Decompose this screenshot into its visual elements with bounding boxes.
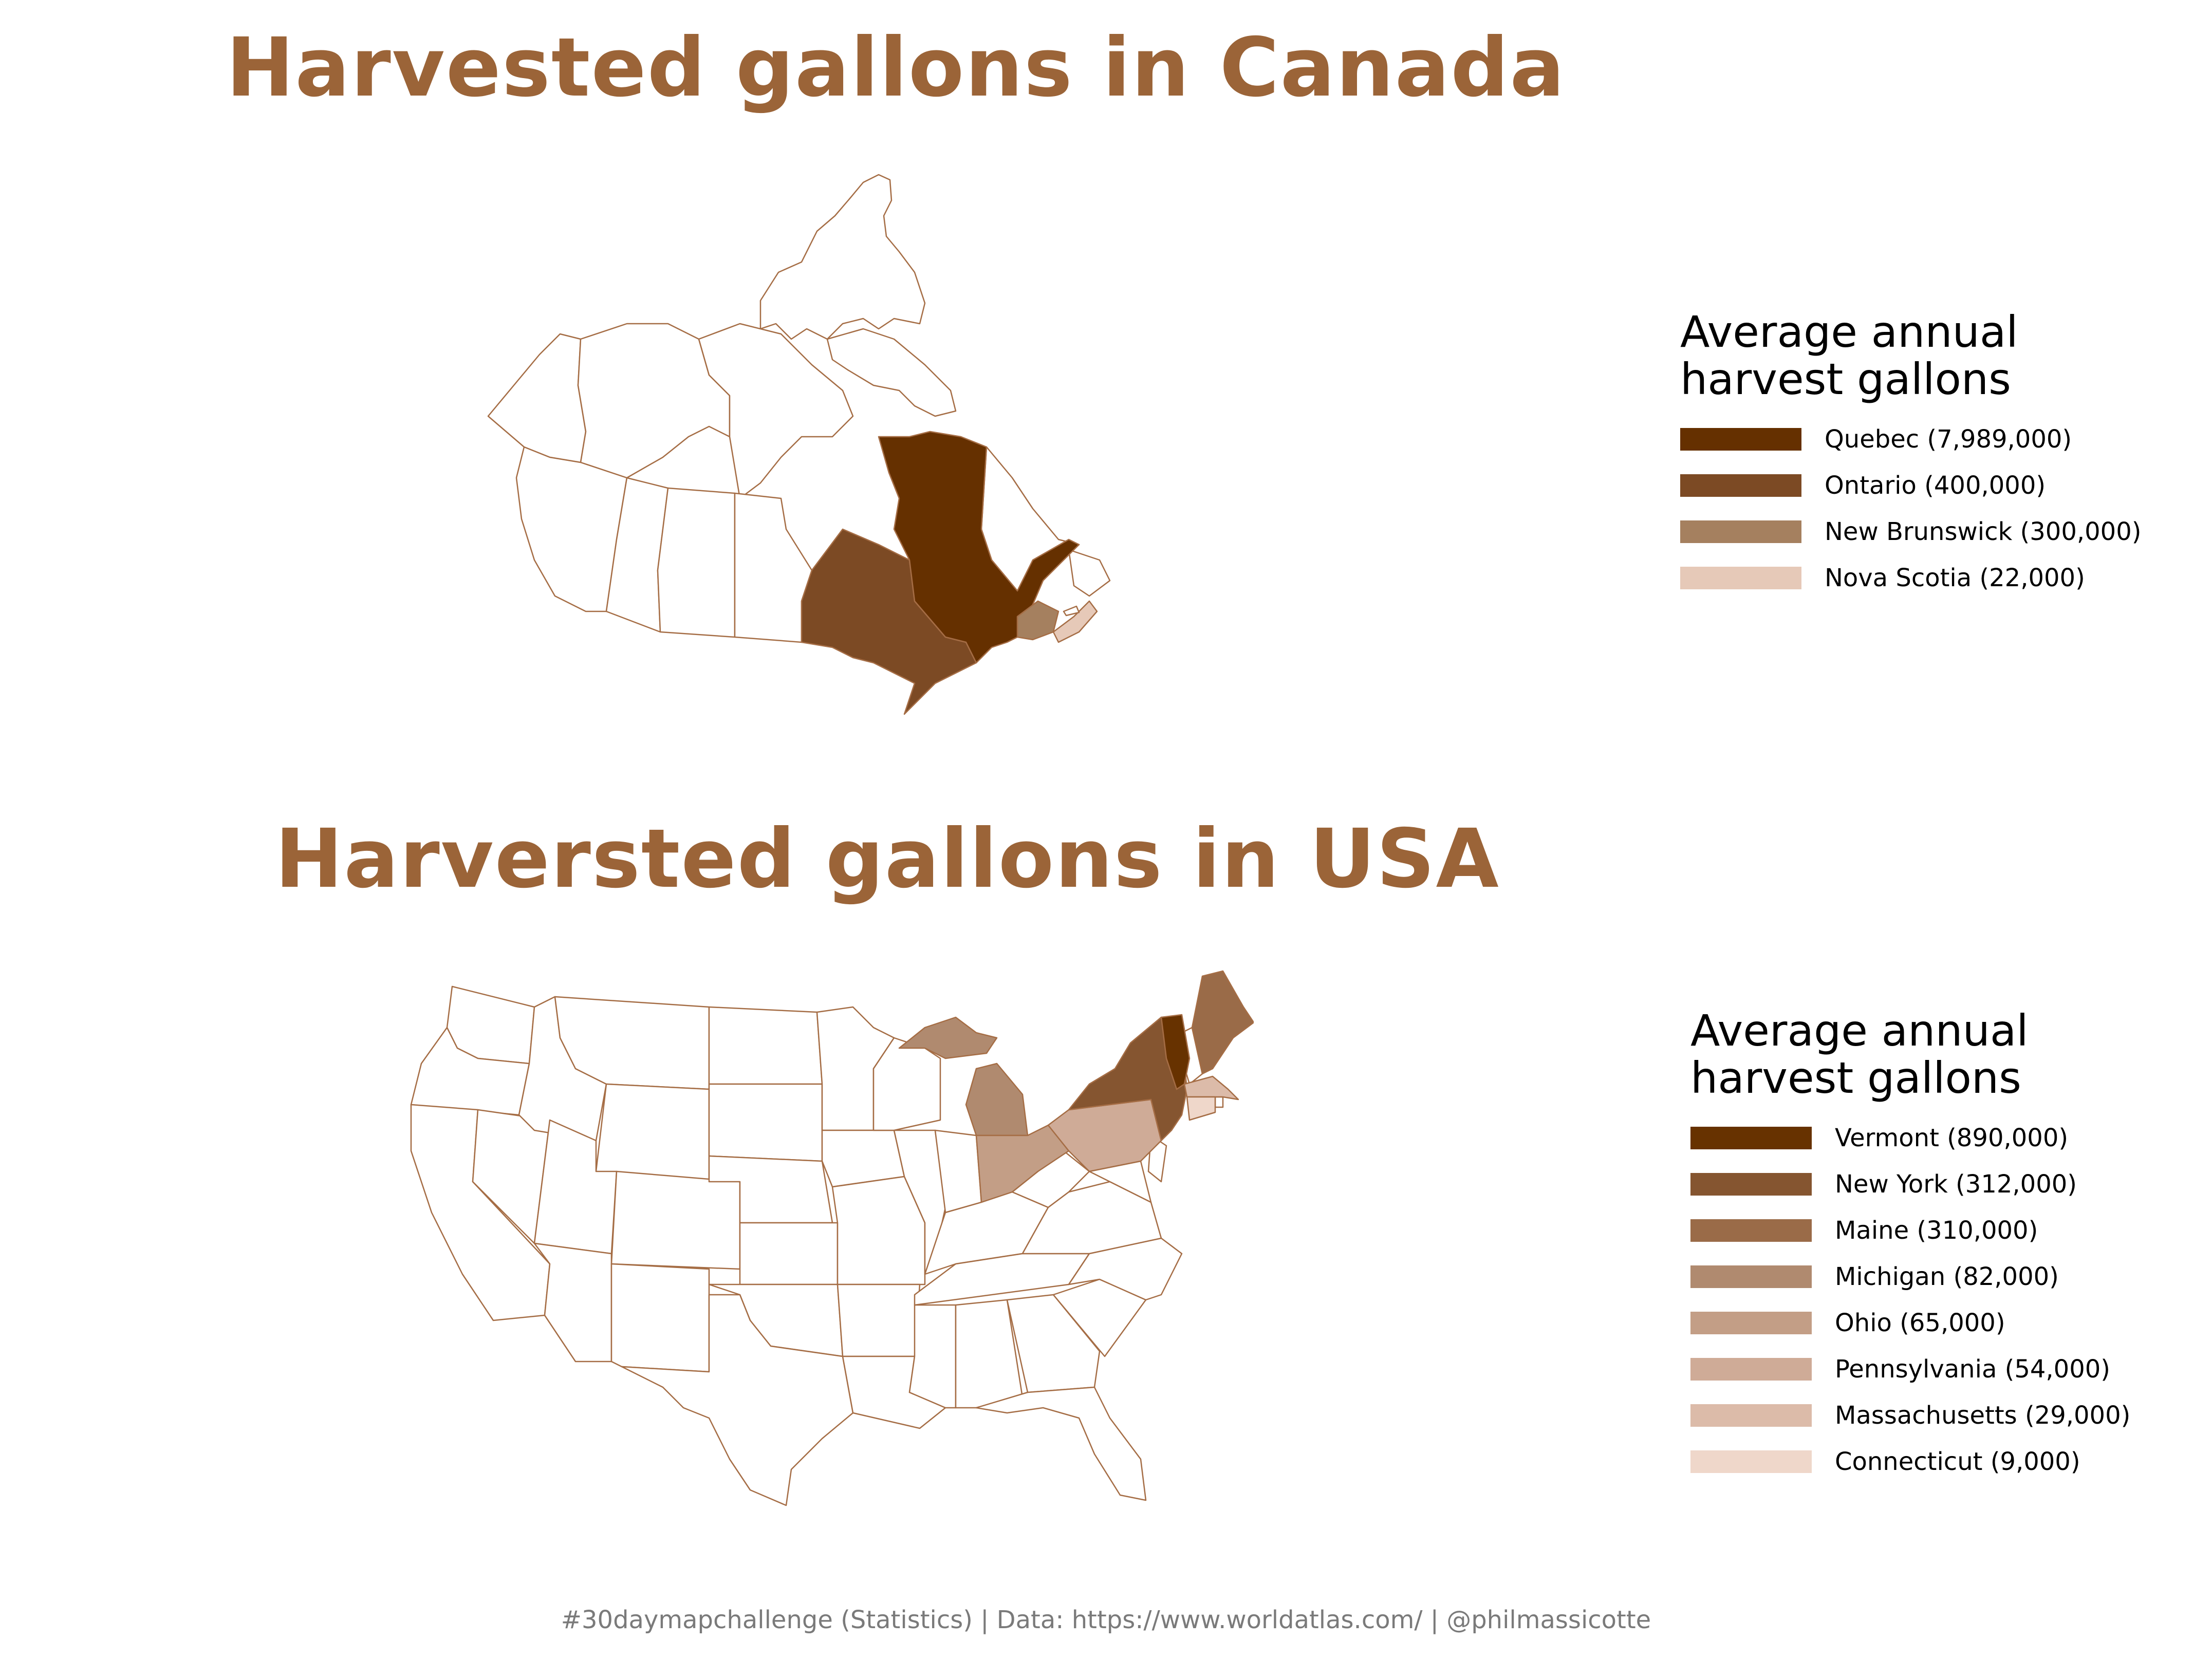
legend-swatch bbox=[1690, 1404, 1812, 1427]
canada-legend-title: Average annual harvest gallons bbox=[1680, 307, 2018, 404]
usa-michigan bbox=[965, 1062, 1029, 1136]
canada-arctic-islands bbox=[759, 174, 926, 340]
usa-connecticut bbox=[1186, 1096, 1216, 1121]
canada-northwest-territories bbox=[577, 323, 731, 479]
usa-georgia bbox=[1006, 1294, 1101, 1393]
usa-maine bbox=[1191, 970, 1254, 1075]
usa-florida bbox=[975, 1386, 1147, 1501]
legend-swatch bbox=[1690, 1450, 1812, 1473]
usa-map-title: Harversted gallons in USA bbox=[275, 812, 1500, 906]
legend-swatch bbox=[1690, 1358, 1812, 1381]
canada-nova-scotia bbox=[1052, 600, 1098, 643]
legend-label: Massachusetts (29,000) bbox=[1835, 1401, 2131, 1430]
canada-legend: Average annual harvest gallons Quebec (7… bbox=[1680, 308, 2212, 601]
legend-label: New York (312,000) bbox=[1835, 1170, 2077, 1199]
legend-item-ohio: Ohio (65,000) bbox=[1690, 1300, 2212, 1346]
legend-swatch bbox=[1690, 1265, 1812, 1288]
usa-new-mexico bbox=[610, 1263, 710, 1373]
usa-mississippi bbox=[908, 1304, 957, 1409]
legend-label: Vermont (890,000) bbox=[1835, 1124, 2069, 1152]
legend-label: Ontario (400,000) bbox=[1825, 471, 2046, 500]
canada-baffin-island bbox=[826, 328, 957, 417]
legend-label: New Brunswick (300,000) bbox=[1825, 517, 2142, 546]
legend-swatch bbox=[1680, 567, 1801, 589]
legend-label: Quebec (7,989,000) bbox=[1825, 425, 2072, 454]
legend-swatch bbox=[1680, 520, 1801, 543]
legend-item-pennsylvania: Pennsylvania (54,000) bbox=[1690, 1346, 2212, 1392]
legend-swatch bbox=[1690, 1127, 1812, 1149]
canada-manitoba bbox=[734, 492, 813, 643]
usa-map bbox=[410, 970, 1254, 1506]
legend-item-nova-scotia: Nova Scotia (22,000) bbox=[1680, 555, 2212, 601]
canada-nunavut bbox=[698, 323, 854, 499]
canada-yukon bbox=[487, 333, 587, 463]
usa-ohio bbox=[975, 1124, 1070, 1203]
usa-wisconsin bbox=[872, 1037, 941, 1131]
legend-item-massachusetts: Massachusetts (29,000) bbox=[1690, 1392, 2212, 1439]
canada-newfoundland bbox=[1068, 549, 1111, 597]
canada-pei bbox=[1063, 605, 1080, 617]
legend-label: Ohio (65,000) bbox=[1835, 1309, 2005, 1337]
legend-label: Connecticut (9,000) bbox=[1835, 1447, 2080, 1476]
legend-item-connecticut: Connecticut (9,000) bbox=[1690, 1439, 2212, 1485]
usa-colorado bbox=[610, 1170, 741, 1270]
legend-item-vermont: Vermont (890,000) bbox=[1690, 1115, 2212, 1161]
legend-swatch bbox=[1690, 1173, 1812, 1196]
legend-label: Nova Scotia (22,000) bbox=[1825, 564, 2085, 592]
legend-swatch bbox=[1680, 428, 1801, 451]
legend-item-ontario: Ontario (400,000) bbox=[1680, 462, 2212, 509]
legend-swatch bbox=[1690, 1219, 1812, 1242]
canada-map bbox=[487, 174, 1111, 715]
legend-item-new-york: New York (312,000) bbox=[1690, 1161, 2212, 1207]
canada-british-columbia bbox=[515, 446, 628, 612]
legend-label: Pennsylvania (54,000) bbox=[1835, 1355, 2111, 1384]
usa-legend-title: Average annual harvest gallons bbox=[1690, 1005, 2029, 1103]
legend-label: Maine (310,000) bbox=[1835, 1216, 2038, 1245]
legend-label: Michigan (82,000) bbox=[1835, 1262, 2059, 1291]
usa-texas bbox=[621, 1294, 854, 1506]
legend-item-new-brunswick: New Brunswick (300,000) bbox=[1680, 509, 2212, 555]
usa-kansas bbox=[739, 1222, 839, 1285]
legend-item-maine: Maine (310,000) bbox=[1690, 1207, 2212, 1254]
legend-swatch bbox=[1680, 474, 1801, 497]
usa-north-dakota bbox=[708, 1006, 823, 1085]
canada-map-title: Harvested gallons in Canada bbox=[226, 21, 1566, 115]
legend-swatch bbox=[1690, 1312, 1812, 1334]
source-caption: #30daymapchallenge (Statistics) | Data: … bbox=[561, 1606, 1651, 1634]
usa-michigan-upper bbox=[898, 1016, 998, 1059]
usa-wyoming bbox=[595, 1083, 710, 1183]
usa-south-dakota bbox=[708, 1083, 823, 1162]
legend-item-michigan: Michigan (82,000) bbox=[1690, 1254, 2212, 1300]
canada-saskatchewan bbox=[657, 487, 736, 638]
legend-item-quebec: Quebec (7,989,000) bbox=[1680, 416, 2212, 462]
usa-rhode-island bbox=[1214, 1096, 1224, 1108]
usa-arkansas bbox=[837, 1283, 921, 1357]
usa-legend: Average annual harvest gallons Vermont (… bbox=[1690, 1007, 2212, 1485]
